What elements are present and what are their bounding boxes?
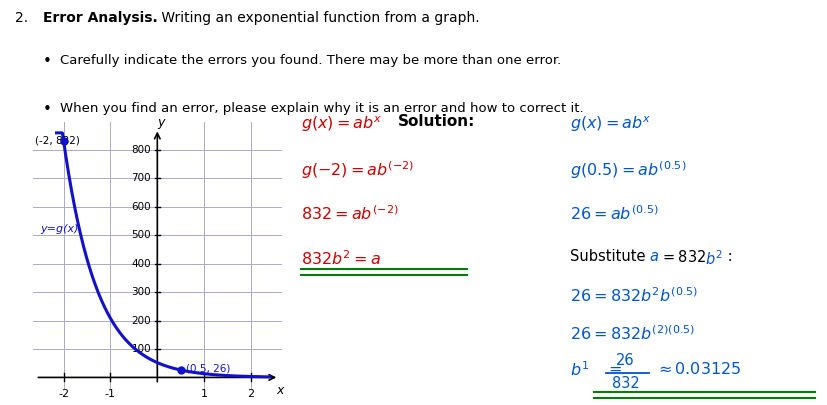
Text: 600: 600 [131, 202, 151, 212]
Text: $g(x)=ab^x$: $g(x)=ab^x$ [300, 114, 381, 134]
Text: 300: 300 [131, 287, 151, 297]
Text: 200: 200 [131, 315, 151, 326]
Text: •: • [43, 102, 52, 117]
Text: $a$: $a$ [648, 249, 658, 264]
Text: 400: 400 [131, 259, 151, 269]
Text: $832b^2=a$: $832b^2=a$ [300, 249, 380, 268]
Text: :: : [722, 249, 732, 264]
Text: (0.5, 26): (0.5, 26) [186, 364, 231, 374]
Text: $g(x)=ab^x$: $g(x)=ab^x$ [569, 114, 650, 134]
Text: $b^1$: $b^1$ [569, 360, 588, 379]
Text: $832=ab^{(-2)}$: $832=ab^{(-2)}$ [300, 204, 398, 223]
Text: (-2, 832): (-2, 832) [35, 136, 79, 146]
Text: Substitute: Substitute [569, 249, 649, 264]
Text: 700: 700 [131, 173, 151, 183]
Text: Writing an exponential function from a graph.: Writing an exponential function from a g… [157, 11, 480, 26]
Text: $=$: $=$ [604, 360, 621, 376]
Text: $b^2$: $b^2$ [705, 249, 722, 268]
Text: -1: -1 [105, 389, 116, 399]
Text: Solution:: Solution: [397, 114, 474, 129]
Text: Carefully indicate the errors you found. There may be more than one error.: Carefully indicate the errors you found.… [60, 54, 560, 67]
Text: 832: 832 [611, 375, 638, 391]
Text: 2.: 2. [15, 11, 28, 26]
Text: 1: 1 [200, 389, 208, 399]
Text: $26=ab^{(0.5)}$: $26=ab^{(0.5)}$ [569, 204, 657, 223]
Text: •: • [43, 54, 52, 69]
Text: $26=832b^2b^{(0.5)}$: $26=832b^2b^{(0.5)}$ [569, 287, 697, 305]
Text: 100: 100 [131, 344, 151, 354]
Text: -2: -2 [58, 389, 69, 399]
Text: x: x [276, 384, 284, 397]
Text: $\approx 0.03125$: $\approx 0.03125$ [654, 360, 740, 377]
Text: 26: 26 [615, 352, 634, 368]
Text: $g(-2)=ab^{(-2)}$: $g(-2)=ab^{(-2)}$ [300, 159, 414, 181]
Text: 800: 800 [131, 145, 151, 155]
Text: $=832$: $=832$ [659, 249, 705, 265]
Text: y: y [157, 116, 164, 129]
Text: $26=832b^{(2)(0.5)}$: $26=832b^{(2)(0.5)}$ [569, 325, 694, 343]
Text: 2: 2 [247, 389, 255, 399]
Text: y=g(x): y=g(x) [40, 224, 79, 234]
Text: $g(0.5)=ab^{(0.5)}$: $g(0.5)=ab^{(0.5)}$ [569, 159, 686, 181]
Text: 500: 500 [131, 230, 151, 240]
Text: Error Analysis.: Error Analysis. [43, 11, 158, 26]
Text: When you find an error, please explain why it is an error and how to correct it.: When you find an error, please explain w… [60, 102, 582, 115]
